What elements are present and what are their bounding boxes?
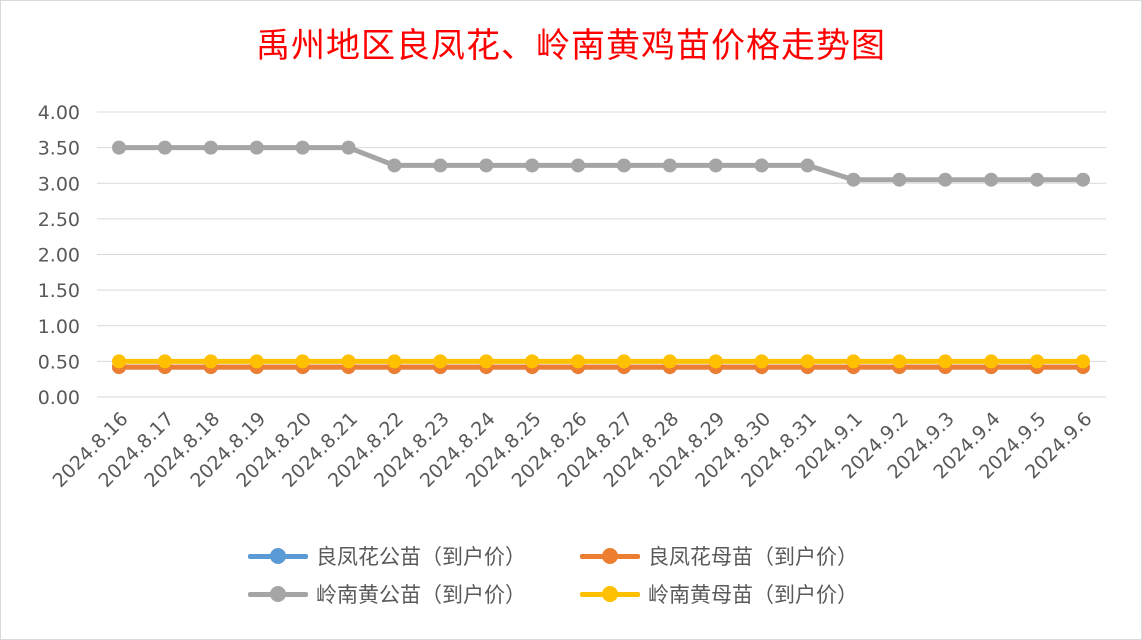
data-point[interactable] bbox=[387, 354, 402, 369]
legend-item-series-4[interactable]: 岭南黄母苗（到户价） bbox=[580, 576, 858, 612]
data-point[interactable] bbox=[662, 158, 677, 173]
legend-swatch-icon bbox=[580, 546, 640, 566]
data-point[interactable] bbox=[616, 354, 631, 369]
data-point[interactable] bbox=[571, 158, 586, 173]
data-point[interactable] bbox=[1076, 354, 1090, 369]
data-point[interactable] bbox=[662, 354, 677, 369]
y-tick-label: 0.00 bbox=[38, 387, 80, 409]
chart-title: 禹州地区良凤花、岭南黄鸡苗价格走势图 bbox=[256, 26, 886, 66]
data-point[interactable] bbox=[112, 140, 126, 155]
legend-label: 良凤花公苗（到户价） bbox=[316, 545, 526, 569]
series-4 bbox=[112, 354, 1090, 369]
data-point[interactable] bbox=[708, 158, 723, 173]
data-point[interactable] bbox=[846, 172, 861, 187]
data-point[interactable] bbox=[341, 140, 356, 155]
x-axis-ticks: 2024.8.162024.8.172024.8.182024.8.192024… bbox=[49, 408, 1097, 492]
data-point[interactable] bbox=[800, 354, 815, 369]
data-point[interactable] bbox=[295, 140, 310, 155]
y-tick-label: 2.50 bbox=[38, 209, 80, 231]
data-point[interactable] bbox=[433, 158, 448, 173]
data-point[interactable] bbox=[892, 172, 907, 187]
data-point[interactable] bbox=[1076, 172, 1090, 187]
y-tick-label: 3.50 bbox=[38, 138, 80, 160]
series-line bbox=[119, 145, 1083, 183]
data-point[interactable] bbox=[938, 354, 953, 369]
data-point[interactable] bbox=[984, 172, 999, 187]
data-point[interactable] bbox=[112, 354, 126, 369]
series-lines bbox=[112, 140, 1090, 375]
legend-swatch-icon bbox=[248, 584, 308, 604]
legend-item-series-1[interactable]: 良凤花公苗（到户价） bbox=[248, 538, 526, 574]
data-point[interactable] bbox=[157, 140, 172, 155]
series-3 bbox=[112, 140, 1090, 187]
legend-swatch-icon bbox=[580, 584, 640, 604]
data-point[interactable] bbox=[754, 354, 769, 369]
data-point[interactable] bbox=[846, 354, 861, 369]
y-tick-label: 1.00 bbox=[38, 316, 80, 338]
legend: 良凤花公苗（到户价） 良凤花母苗（到户价） 岭南黄公苗（到户价） 岭南黄母苗（到… bbox=[0, 536, 1142, 616]
y-tick-label: 1.50 bbox=[38, 280, 80, 302]
data-point[interactable] bbox=[295, 354, 310, 369]
data-point[interactable] bbox=[157, 354, 172, 369]
gridlines bbox=[97, 111, 1106, 398]
data-point[interactable] bbox=[479, 354, 494, 369]
data-point[interactable] bbox=[341, 354, 356, 369]
data-point[interactable] bbox=[708, 354, 723, 369]
data-point[interactable] bbox=[892, 354, 907, 369]
y-tick-label: 4.00 bbox=[38, 102, 80, 124]
data-point[interactable] bbox=[249, 354, 264, 369]
data-point[interactable] bbox=[1030, 354, 1045, 369]
data-point[interactable] bbox=[800, 158, 815, 173]
data-point[interactable] bbox=[249, 140, 264, 155]
data-point[interactable] bbox=[1030, 172, 1045, 187]
legend-label: 良凤花母苗（到户价） bbox=[648, 545, 858, 569]
data-point[interactable] bbox=[754, 158, 769, 173]
data-point[interactable] bbox=[203, 354, 218, 369]
y-tick-label: 0.50 bbox=[38, 351, 80, 373]
y-axis-ticks: 0.00 0.50 1.00 1.50 2.00 2.50 3.00 3.50 4.00 bbox=[38, 102, 80, 409]
data-point[interactable] bbox=[616, 158, 631, 173]
data-point[interactable] bbox=[938, 172, 953, 187]
data-point[interactable] bbox=[433, 354, 448, 369]
legend-swatch-icon bbox=[248, 546, 308, 566]
legend-item-series-2[interactable]: 良凤花母苗（到户价） bbox=[580, 538, 858, 574]
data-point[interactable] bbox=[203, 140, 218, 155]
data-point[interactable] bbox=[571, 354, 586, 369]
y-tick-label: 2.00 bbox=[38, 245, 80, 267]
y-tick-label: 3.00 bbox=[38, 173, 80, 195]
data-point[interactable] bbox=[525, 158, 540, 173]
data-point[interactable] bbox=[479, 158, 494, 173]
legend-item-series-3[interactable]: 岭南黄公苗（到户价） bbox=[248, 576, 526, 612]
legend-label: 岭南黄公苗（到户价） bbox=[316, 583, 526, 607]
data-point[interactable] bbox=[525, 354, 540, 369]
data-point[interactable] bbox=[984, 354, 999, 369]
legend-label: 岭南黄母苗（到户价） bbox=[648, 583, 858, 607]
data-point[interactable] bbox=[387, 158, 402, 173]
